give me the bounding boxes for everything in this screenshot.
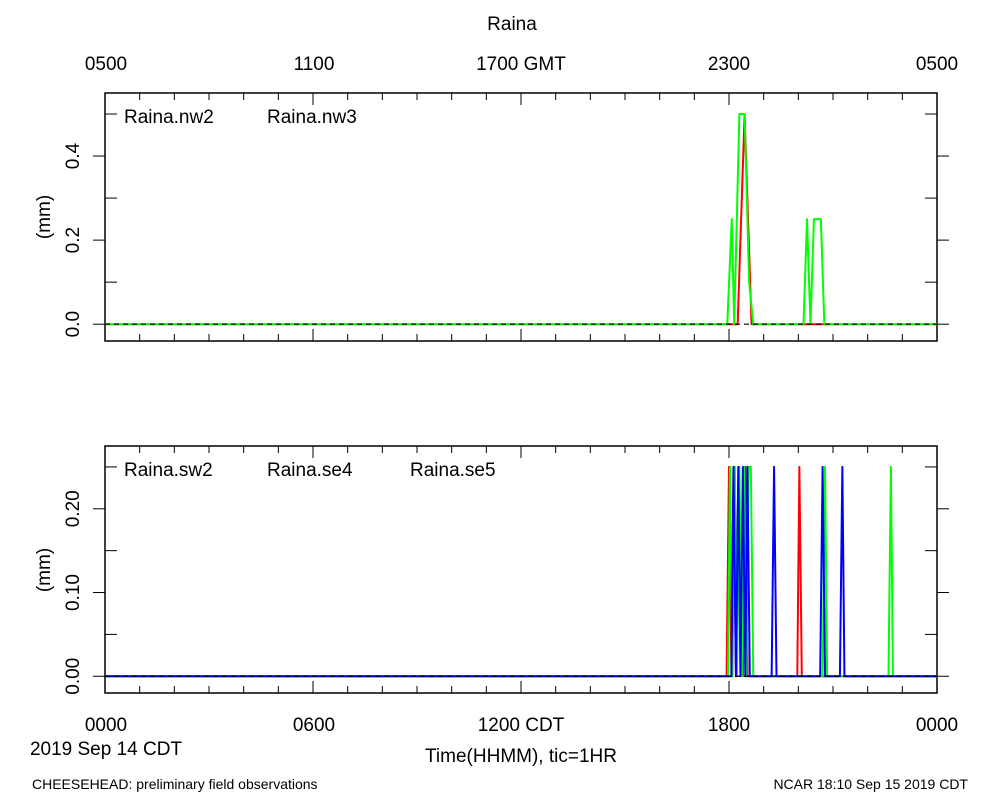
y-tick-label: 0.00 bbox=[63, 658, 84, 695]
bottom-tick-label: 1800 bbox=[708, 715, 750, 736]
series-line bbox=[105, 465, 937, 678]
footer-right: NCAR 18:10 Sep 15 2019 CDT bbox=[773, 776, 968, 792]
bottom-tick-label: 0000 bbox=[85, 715, 127, 736]
axis-ticks: 0.00 0.10 0.20 bbox=[63, 446, 949, 695]
plot-frame bbox=[104, 92, 938, 342]
legend-entry-sw2: Raina.sw2 bbox=[124, 460, 213, 481]
y-tick-label: 0.0 bbox=[63, 311, 84, 337]
top-tick-label: 1100 bbox=[294, 54, 335, 75]
series-line bbox=[105, 465, 937, 678]
top-time-axis-labels: 0500 1100 1700 GMT 2300 0500 bbox=[85, 54, 958, 75]
series-lines bbox=[105, 113, 937, 326]
y-tick-label: 0.4 bbox=[63, 142, 84, 169]
bottom-time-axis-labels: 0000 0600 1200 CDT 1800 0000 bbox=[85, 715, 958, 736]
footer-left: CHEESEHEAD: preliminary field observatio… bbox=[32, 776, 318, 792]
plot-frame bbox=[104, 445, 938, 694]
bottom-tick-label: 0600 bbox=[293, 715, 335, 736]
bottom-panel: (mm) 0.00 0.10 0.20 Raina.sw2 Raina.se4 Ra… bbox=[34, 445, 949, 695]
y-tick-label: 0.2 bbox=[63, 227, 84, 253]
top-tick-label: 2300 bbox=[708, 54, 750, 75]
top-tick-label: 0500 bbox=[916, 54, 958, 75]
top-panel: (mm) 0.0 0.2 0.4 Raina.nw2 Raina.nw3 bbox=[34, 92, 949, 342]
legend-entry-nw2: Raina.nw2 bbox=[124, 107, 214, 128]
x-axis-label: Time(HHMM), tic=1HR bbox=[425, 746, 617, 767]
y-axis-label: (mm) bbox=[34, 548, 55, 592]
legend-entry-se4: Raina.se4 bbox=[267, 460, 353, 481]
series-line bbox=[105, 465, 937, 678]
axis-ticks: 0.0 0.2 0.4 bbox=[63, 93, 949, 341]
bottom-tick-label: 0000 bbox=[916, 715, 958, 736]
series-line bbox=[105, 113, 937, 326]
legend-entry-nw3: Raina.nw3 bbox=[267, 107, 357, 128]
chart-title: Raina bbox=[487, 14, 537, 35]
top-tick-label: 0500 bbox=[85, 54, 127, 75]
bottom-tick-label: 1200 CDT bbox=[478, 715, 565, 736]
y-tick-label: 0.20 bbox=[63, 490, 84, 527]
top-tick-label: 1700 GMT bbox=[476, 54, 566, 75]
series-lines bbox=[105, 465, 937, 678]
legend-entry-se5: Raina.se5 bbox=[410, 460, 496, 481]
y-tick-label: 0.10 bbox=[63, 574, 84, 611]
date-label: 2019 Sep 14 CDT bbox=[30, 739, 182, 760]
y-axis-label: (mm) bbox=[34, 195, 55, 239]
